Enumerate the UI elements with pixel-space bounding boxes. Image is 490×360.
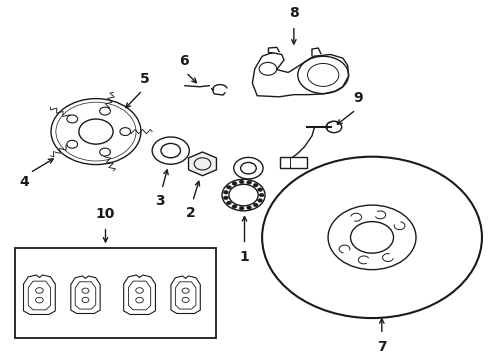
Circle shape [258,199,263,202]
Text: 1: 1 [240,249,249,264]
Circle shape [67,115,77,123]
Polygon shape [189,152,217,176]
Circle shape [246,181,251,184]
Text: 6: 6 [179,54,189,68]
Text: 5: 5 [140,72,150,86]
Circle shape [239,180,244,184]
Text: 2: 2 [185,206,195,220]
Bar [15,248,216,338]
Circle shape [67,140,77,148]
Circle shape [120,128,131,135]
Circle shape [232,205,237,208]
Text: 9: 9 [354,91,363,105]
Bar [280,157,307,168]
Circle shape [239,207,244,210]
Circle shape [253,183,258,187]
Circle shape [246,206,251,210]
Circle shape [259,193,264,197]
Text: 3: 3 [155,194,165,208]
Circle shape [223,190,228,194]
Circle shape [226,201,231,204]
Text: 8: 8 [289,6,299,21]
Circle shape [99,107,110,115]
Circle shape [232,182,237,185]
Text: 4: 4 [19,175,29,189]
Text: 7: 7 [377,339,387,354]
Circle shape [253,203,258,207]
Circle shape [226,185,231,189]
Circle shape [223,196,228,199]
Text: 10: 10 [96,207,115,221]
Circle shape [99,148,110,156]
Circle shape [258,188,263,192]
